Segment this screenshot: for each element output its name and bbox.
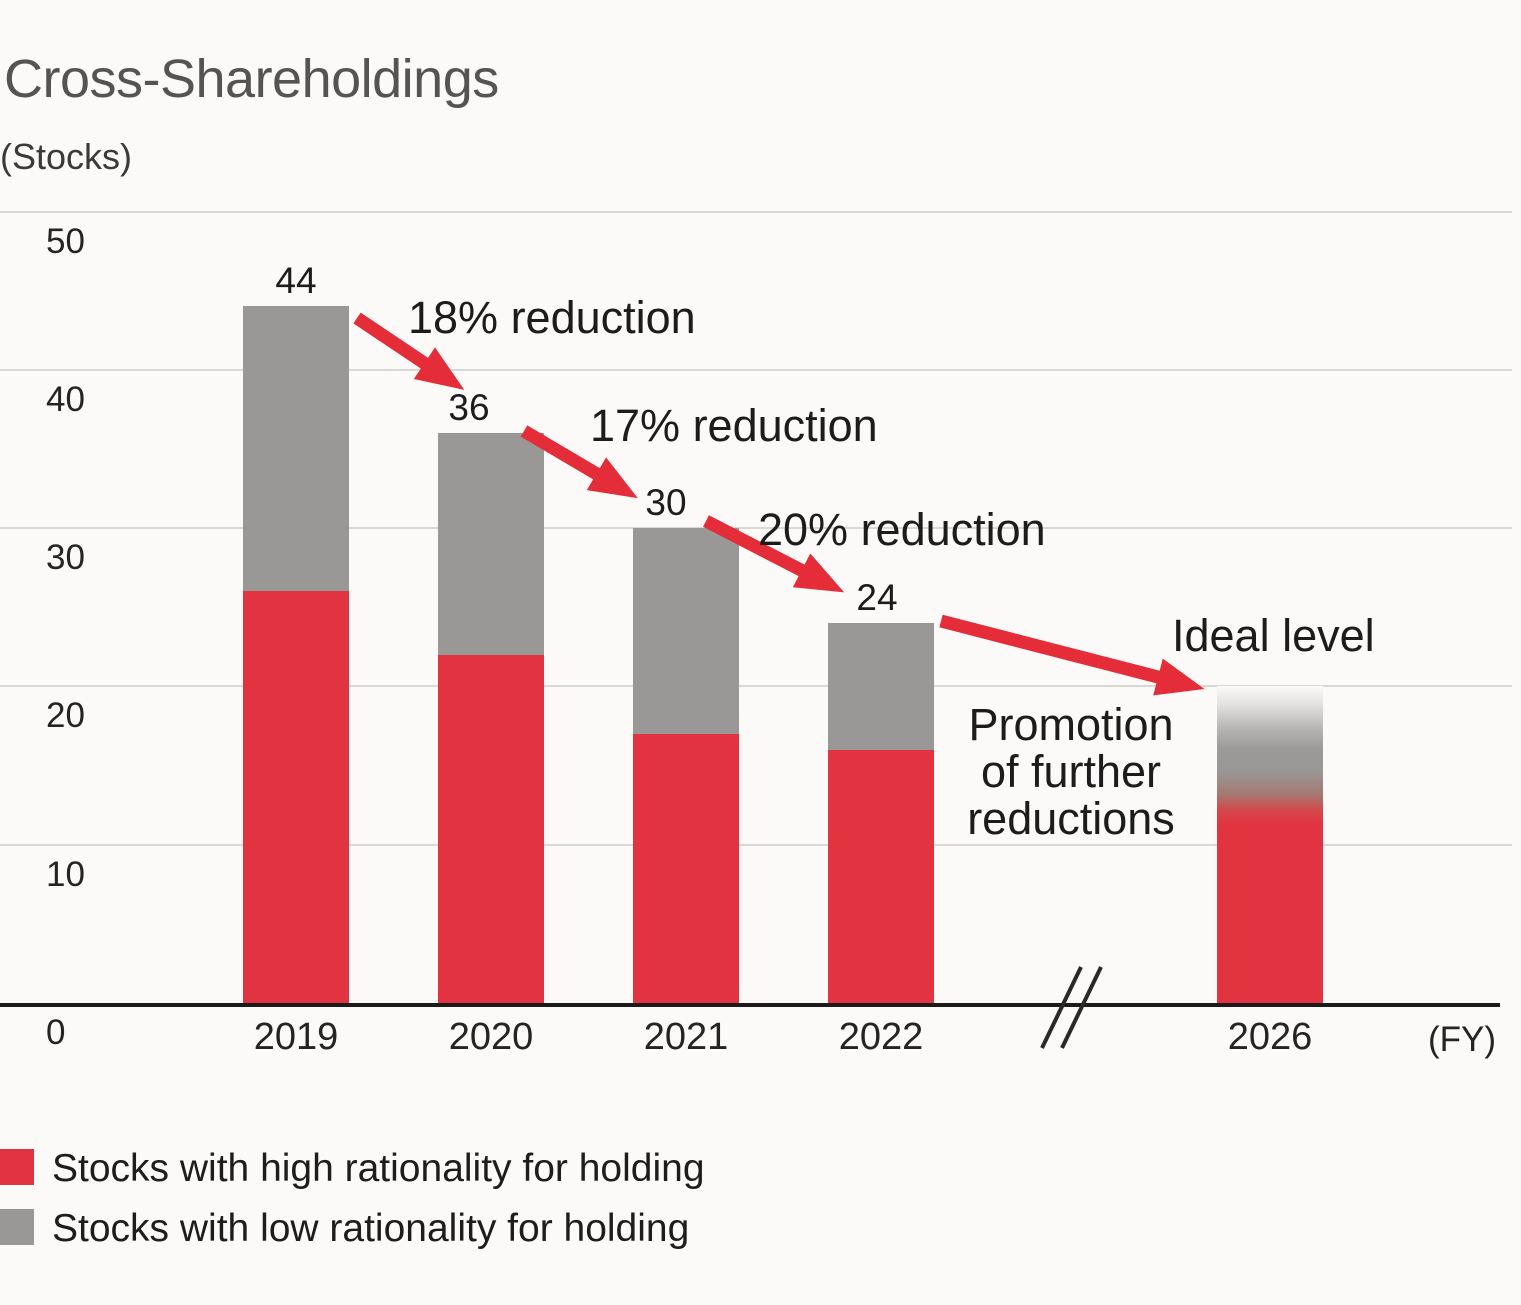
y-tick-label-40: 40 [46,379,85,419]
annotation-17-percent-reduction: 17% reduction [590,400,878,451]
x-tick-label-2019: 2019 [253,1016,339,1058]
y-tick-label-10: 10 [46,854,85,894]
gridline-50 [0,210,1512,213]
y-tick-label-30: 30 [46,538,85,578]
bar-2020-low-rationality [438,433,544,655]
y-tick-label-50: 50 [46,221,85,261]
gridline-10 [0,843,1512,846]
legend-label-low-rationality: Stocks with low rationality for holding [52,1207,690,1250]
bar-total-label-2021: 30 [645,482,687,524]
x-tick-label-2022: 2022 [838,1016,924,1058]
x-axis-unit-label: (FY) [1428,1020,1497,1059]
annotation-ideal-level: Ideal level [1172,610,1375,661]
bar-2022-low-rationality [828,623,934,750]
bar-2019-low-rationality [243,306,349,592]
gridline-20 [0,685,1512,688]
legend-swatch-gray [0,1209,34,1245]
legend-label-high-rationality: Stocks with high rationality for holding [52,1147,705,1190]
gridline-30 [0,527,1512,530]
annotation-18-percent-reduction: 18% reduction [408,292,696,343]
page-title: Cross-Shareholdings [4,49,499,109]
bar-total-label-2020: 36 [448,387,490,429]
gridline-40 [0,368,1512,371]
x-tick-label-2020: 2020 [448,1016,534,1058]
legend-swatch-red [0,1149,34,1185]
bar-2022-high-rationality [828,749,934,1003]
y-axis-unit-label: (Stocks) [0,136,133,177]
bar-2021-low-rationality [633,528,739,734]
bar-2020-high-rationality [438,654,544,1003]
bar-total-label-2019: 44 [275,260,317,302]
bar-total-label-2022: 24 [856,577,898,619]
bar-2021-high-rationality [633,733,739,1003]
annotation-20-percent-reduction: 20% reduction [758,504,1046,555]
y-tick-label-20: 20 [46,696,85,736]
x-axis-line [0,1003,1500,1007]
bar-2019-high-rationality [243,591,349,1003]
x-tick-label-2021: 2021 [643,1016,729,1058]
bar-2026-ideal-gradient [1217,686,1323,1003]
x-tick-label-2026: 2026 [1227,1016,1313,1058]
annotation-promotion-of-further-reductions: Promotion of further reductions [967,699,1175,844]
y-tick-label-0: 0 [46,1013,66,1052]
